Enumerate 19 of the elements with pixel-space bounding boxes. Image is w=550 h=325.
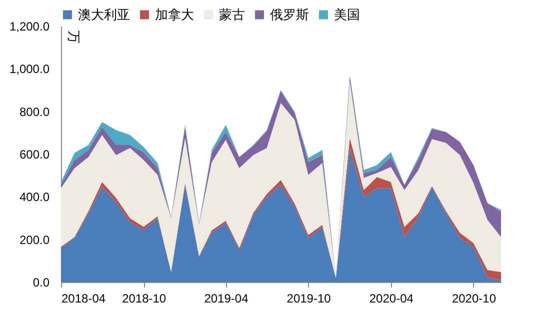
y-tick-label: 1,200.0 <box>9 20 50 34</box>
legend-label: 澳大利亚 <box>78 6 130 22</box>
y-tick-label: 600.0 <box>19 148 50 162</box>
y-axis-title: 万 <box>66 30 82 44</box>
y-tick-label: 200.0 <box>19 232 50 247</box>
x-tick-label: 2018-10 <box>122 292 166 306</box>
x-tick-label: 2020-04 <box>369 292 414 306</box>
legend-label: 蒙古 <box>219 6 245 22</box>
x-tick-label: 2020-10 <box>452 292 496 306</box>
legend-label: 俄罗斯 <box>270 6 309 22</box>
legend-label: 加拿大 <box>155 6 194 22</box>
y-tick-label: 0.0 <box>32 276 50 290</box>
y-tick-label: 800.0 <box>19 104 50 119</box>
x-tick-label: 2019-10 <box>286 292 332 306</box>
x-tick-label: 2019-04 <box>204 292 249 306</box>
y-tick-label: 1,000.0 <box>9 62 50 76</box>
legend-label: 美国 <box>334 6 360 22</box>
x-tick-label: 2018-04 <box>62 292 106 306</box>
y-tick-label: 400.0 <box>19 190 50 204</box>
